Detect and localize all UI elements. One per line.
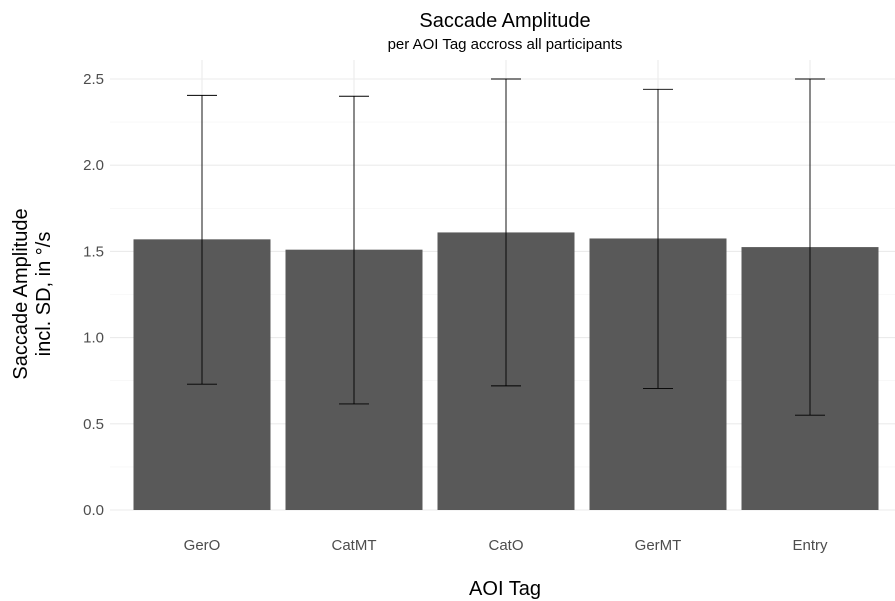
y-axis-title-line2: incl. SD, in °/s <box>33 232 55 357</box>
y-tick-label: 1.0 <box>83 330 104 347</box>
x-axis-ticks: GerO CatMT CatO GerMT Entry <box>184 537 828 554</box>
x-tick-label: Entry <box>792 537 828 554</box>
y-tick-label: 1.5 <box>83 243 104 260</box>
chart-title: Saccade Amplitude <box>419 10 590 32</box>
y-tick-label: 2.0 <box>83 157 104 174</box>
error-bar-germt <box>643 88 673 389</box>
x-tick-label: CatO <box>488 537 523 554</box>
error-bar-entry <box>795 78 825 416</box>
x-tick-label: GerMT <box>635 537 682 554</box>
y-tick-label: 0.0 <box>83 502 104 519</box>
x-axis-title: AOI Tag <box>469 578 541 600</box>
x-tick-label: GerO <box>184 537 221 554</box>
y-axis-title-line1: Saccade Amplitude <box>10 208 32 379</box>
error-bar-cato <box>491 78 521 387</box>
y-tick-label: 0.5 <box>83 416 104 433</box>
y-tick-label: 2.5 <box>83 71 104 88</box>
error-bar-catmt <box>339 95 369 405</box>
error-bar-gero <box>187 94 217 385</box>
chart-subtitle: per AOI Tag accross all participants <box>388 36 623 53</box>
error-bars <box>187 78 825 416</box>
y-axis-ticks: 0.0 0.5 1.0 1.5 2.0 2.5 <box>83 71 104 519</box>
x-tick-label: CatMT <box>332 537 377 554</box>
